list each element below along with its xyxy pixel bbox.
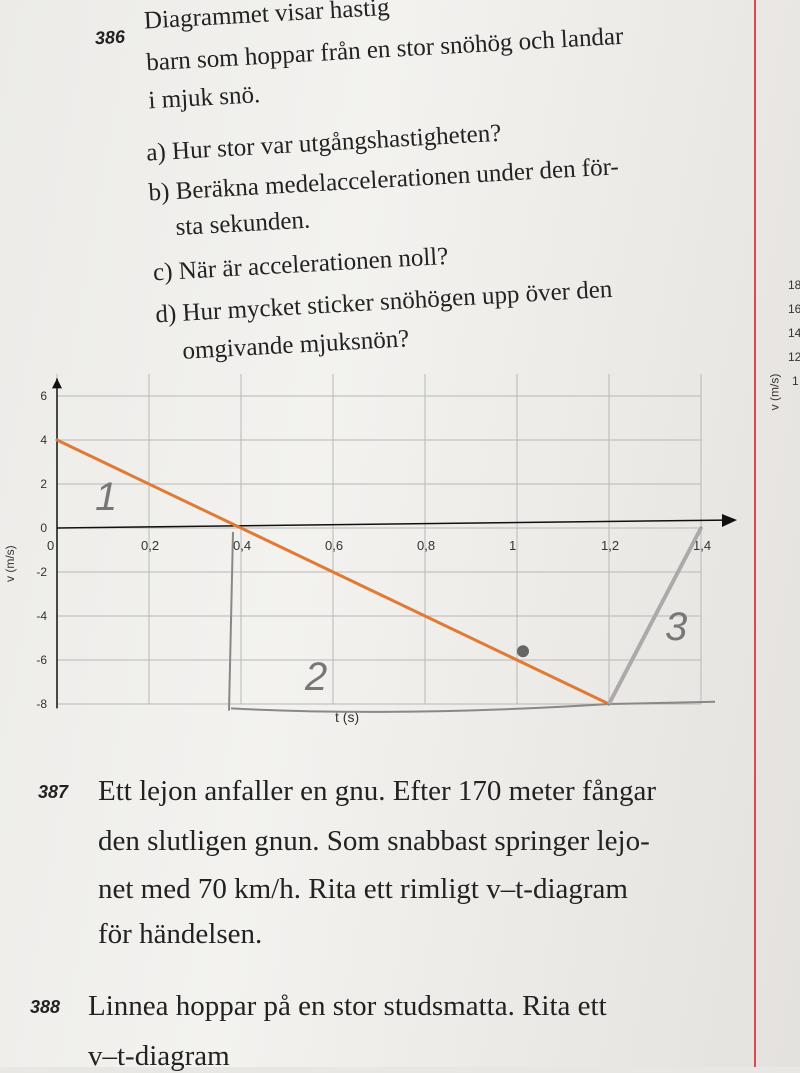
side-tick: 16 — [788, 302, 800, 316]
question-d: d) Hur mycket sticker snöhögen upp över … — [154, 275, 613, 329]
problem-text: net med 70 km/h. Rita ett rimligt v–t-di… — [98, 873, 628, 905]
problem-text: för händelsen. — [98, 918, 263, 950]
data-point — [55, 438, 59, 442]
y-tick-label: 6 — [40, 389, 47, 403]
problem-number: 387 — [38, 782, 69, 802]
pencil-line — [607, 527, 703, 705]
y-axis-arrow — [52, 378, 62, 389]
x-tick-label: 0,2 — [141, 538, 159, 553]
y-tick-label: -4 — [36, 609, 47, 623]
problem-text: Ett lejon anfaller en gnu. Efter 170 met… — [98, 775, 657, 807]
y-axis-label: v (m/s) — [3, 545, 17, 582]
problem-386: 386 Diagrammet visar hastig barn som hop… — [0, 0, 777, 365]
margin-line — [754, 0, 756, 1067]
x-tick-label: 0 — [47, 538, 54, 553]
x-tick-label: 1 — [509, 538, 516, 553]
x-axis-arrow — [722, 514, 737, 527]
question-d-cont: omgivande mjuksnön? — [181, 325, 410, 365]
y-tick-label: -2 — [36, 565, 47, 579]
x-tick-label: 1,2 — [601, 538, 619, 553]
y-tick-label: -8 — [36, 697, 47, 711]
problem-number: 388 — [30, 997, 61, 1017]
question-b-cont: sta sekunden. — [174, 206, 311, 242]
pencil-dot — [517, 645, 529, 658]
problem-text: i mjuk snö. — [147, 81, 261, 115]
pencil-outline — [228, 531, 716, 713]
x-tick-label: 0,8 — [417, 538, 435, 553]
x-axis-label: t (s) — [335, 709, 359, 725]
x-tick-label: 0,4 — [233, 538, 251, 553]
handwritten-mark: 1 — [95, 475, 117, 519]
side-tick: 12 — [788, 350, 800, 364]
handwritten-mark: 2 — [304, 655, 327, 699]
x-tick-label: 1,4 — [693, 538, 711, 553]
problem-text: den slutligen gnun. Som snabbast springe… — [98, 825, 650, 857]
question-a: a) Hur stor var utgångshastigheten? — [145, 119, 503, 167]
y-tick-label: 2 — [40, 477, 47, 491]
question-c: c) När är accelerationen noll? — [152, 242, 450, 287]
chart-axes — [52, 378, 737, 709]
chart-grid — [56, 374, 702, 705]
problem-text: Linnea hoppar på en stor studsmatta. Rit… — [88, 990, 607, 1022]
y-tick-label: 0 — [40, 521, 47, 535]
side-tick: 1 — [792, 374, 799, 388]
y-tick-label: -6 — [36, 653, 47, 667]
problem-number: 386 — [94, 26, 126, 49]
side-tick: 14 — [788, 326, 800, 340]
y-tick-label: 4 — [40, 433, 47, 447]
x-tick-label: 0,6 — [325, 538, 343, 553]
problem-text: v–t-diagram — [88, 1040, 230, 1072]
side-tick: 18 — [788, 278, 800, 292]
handwritten-mark: 3 — [665, 605, 687, 649]
handwritten-marks: 1 2 3 — [95, 475, 716, 713]
problem-text: Diagrammet visar hastig — [143, 0, 391, 35]
x-axis — [56, 519, 736, 529]
